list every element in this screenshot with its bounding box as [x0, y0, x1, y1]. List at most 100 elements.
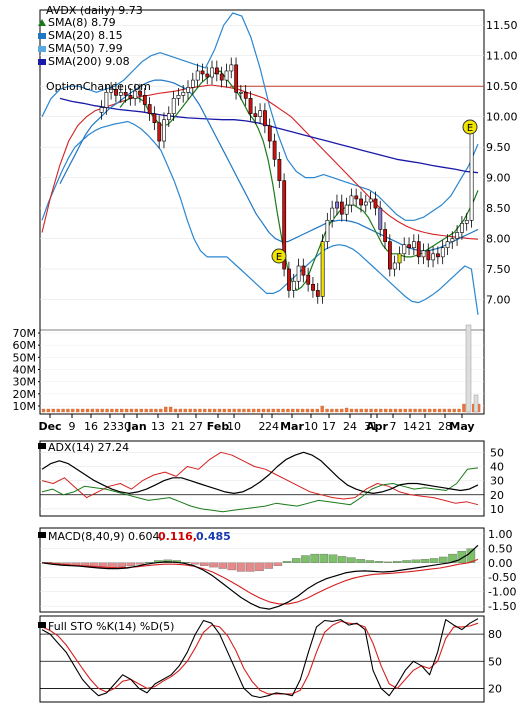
volume-bar: [100, 408, 104, 413]
volume-bar: [315, 408, 319, 413]
volume-bar: [183, 408, 187, 413]
x-tick-label: 14: [403, 420, 417, 433]
candle: [464, 219, 469, 224]
candle: [311, 283, 315, 291]
macd-histogram-bar: [365, 560, 375, 563]
macd-histogram-bar: [411, 559, 421, 563]
candle: [354, 195, 359, 200]
candle: [123, 91, 128, 96]
candle: [243, 91, 248, 99]
macd-line: [41, 544, 479, 610]
candle: [210, 67, 215, 78]
volume-bar: [359, 408, 363, 413]
macd-histogram-bar: [429, 558, 439, 563]
bollinger-upper-line: [41, 12, 479, 221]
macd-histogram-bar: [310, 553, 319, 563]
bollinger-lower-line: [41, 120, 479, 315]
x-tick-label: 10: [227, 420, 241, 433]
price-tick-label: 9.00: [486, 172, 511, 185]
x-tick-label: 24: [343, 420, 357, 433]
legend-label: SMA(20) 8.15: [48, 29, 123, 42]
candle: [118, 91, 123, 96]
candle: [186, 87, 190, 93]
volume-bar: [61, 408, 65, 413]
macd-histogram-bar: [282, 561, 292, 563]
price-tick-label: 7.00: [486, 294, 511, 307]
x-tick-label: 30: [117, 420, 131, 433]
macd-title: MACD(8,40,9) 0.604, 0.116, 0.485: [38, 530, 231, 543]
candle: [142, 95, 147, 105]
adx-panel-frame: [39, 440, 485, 517]
volume-bar: [344, 407, 349, 413]
candle: [190, 79, 195, 88]
candle: [320, 241, 325, 297]
candle: [152, 113, 157, 124]
x-tick-label: 16: [84, 420, 98, 433]
candle: [200, 70, 205, 75]
candle: [277, 159, 282, 181]
adx-line: [41, 451, 479, 494]
volume-bar: [296, 408, 300, 413]
candle: [239, 91, 243, 94]
macd-histogram-bar: [328, 554, 338, 563]
macd-tick-label: 1.00: [488, 528, 513, 541]
x-tick-label: Apr: [366, 420, 388, 433]
volume-bar: [159, 408, 163, 413]
adx-tick-label: 30: [490, 475, 504, 488]
candle: [248, 98, 253, 114]
volume-bar: [364, 408, 368, 413]
price-tick-label: 8.50: [486, 202, 511, 215]
candle: [166, 113, 171, 121]
volume-bar: [473, 394, 479, 413]
earnings-marker[interactable]: E: [462, 119, 478, 135]
volume-bar: [105, 408, 109, 413]
x-tick-label: Jan: [126, 420, 146, 433]
candle: [157, 122, 162, 142]
adx-plus-di-line: [41, 451, 479, 506]
sto-d-line: [41, 620, 479, 695]
earnings-marker[interactable]: E: [271, 248, 287, 264]
volume-bar: [217, 408, 222, 413]
volume-bar: [261, 408, 266, 413]
x-tick-label: 28: [438, 420, 452, 433]
volume-bar: [198, 408, 202, 413]
macd-histogram-bar: [356, 559, 365, 563]
x-tick-label: 10: [304, 420, 318, 433]
volume-bar: [369, 408, 373, 413]
volume-bar: [349, 408, 354, 413]
volume-bar: [291, 408, 295, 413]
candle: [450, 238, 455, 242]
macd-histogram-bar: [273, 562, 283, 566]
volume-bar: [168, 406, 173, 413]
volume-bar: [354, 408, 359, 413]
volume-tick-label: 20M: [13, 388, 37, 401]
volume-tick-label: 70M: [13, 327, 37, 340]
macd-histogram-bar: [209, 562, 218, 568]
adx-tick-label: 10: [490, 503, 504, 516]
adx-minus-di-line: [41, 467, 479, 513]
x-tick-label: 31: [364, 420, 378, 433]
candle: [128, 95, 133, 99]
volume-bar: [408, 408, 412, 413]
volume-bar: [124, 408, 129, 413]
volume-bar: [452, 408, 456, 413]
volume-bar: [129, 408, 134, 413]
candle: [349, 195, 354, 206]
candle: [383, 229, 388, 242]
candle: [176, 95, 181, 99]
candle: [291, 280, 296, 291]
candle: [445, 241, 450, 249]
x-tick-label: 21: [418, 420, 432, 433]
candle: [138, 90, 142, 96]
legend-marker: [38, 33, 46, 39]
volume-bar: [305, 408, 310, 413]
macd-histogram-bar: [292, 558, 301, 563]
macd-histogram-bar: [264, 562, 273, 569]
candle: [407, 244, 412, 249]
macd-histogram-bar: [126, 562, 136, 566]
legend-marker: [38, 59, 46, 65]
candle: [416, 241, 421, 258]
volume-bar: [403, 408, 407, 413]
sto-title: Full STO %K(14) %D(5): [38, 620, 174, 633]
macd-histogram-bar: [200, 562, 209, 566]
